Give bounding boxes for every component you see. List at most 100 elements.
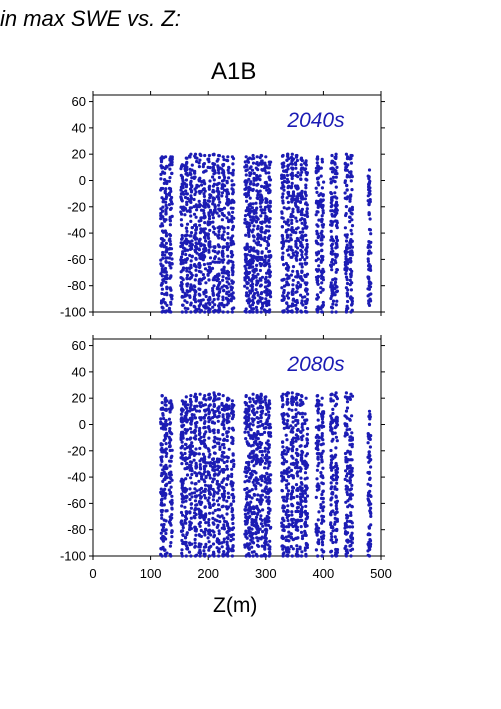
data-point [204, 528, 208, 532]
data-point [255, 394, 259, 398]
data-point [247, 515, 251, 520]
data-point [258, 178, 262, 182]
data-point [181, 266, 186, 270]
data-point [231, 516, 235, 520]
data-point [300, 438, 304, 442]
data-point [222, 305, 226, 309]
data-point [350, 281, 354, 285]
data-point [244, 181, 248, 185]
data-point [287, 525, 291, 529]
data-point [246, 423, 250, 427]
data-point [306, 427, 310, 431]
data-point [317, 485, 321, 489]
data-point [261, 508, 265, 512]
data-point [281, 417, 285, 421]
data-point [251, 215, 255, 220]
data-point [185, 293, 189, 297]
data-point [159, 164, 163, 168]
data-point [212, 245, 216, 249]
data-point [304, 466, 308, 471]
data-point [291, 265, 296, 269]
data-point [290, 503, 294, 507]
data-point [162, 245, 166, 249]
data-point [330, 496, 334, 500]
data-point [229, 285, 233, 289]
data-point [188, 253, 192, 257]
data-point [244, 310, 248, 314]
data-point [169, 485, 173, 489]
data-point [185, 276, 189, 280]
data-point [294, 303, 298, 307]
data-point [179, 451, 183, 455]
data-point [300, 459, 304, 464]
data-point [199, 189, 203, 193]
data-point [210, 266, 215, 270]
data-point [295, 290, 299, 294]
data-point [344, 213, 348, 218]
data-point [267, 433, 271, 437]
data-point [287, 157, 291, 161]
data-point [230, 297, 234, 301]
data-point [329, 167, 333, 171]
data-point [189, 466, 194, 471]
data-point [280, 225, 284, 229]
data-point [303, 471, 308, 475]
data-point [349, 239, 353, 243]
data-point [206, 157, 210, 161]
data-point [226, 544, 230, 548]
data-point [299, 530, 304, 534]
data-point [165, 277, 169, 281]
data-point [254, 208, 258, 212]
data-point [250, 168, 255, 172]
data-point [367, 287, 371, 291]
data-point [193, 516, 197, 520]
data-point [252, 507, 256, 511]
data-point [316, 155, 320, 159]
data-point [254, 401, 258, 405]
data-point [314, 186, 318, 190]
data-point [231, 426, 235, 430]
data-point [250, 460, 254, 464]
data-point [331, 411, 335, 416]
data-point [220, 236, 224, 240]
y-tick-label: 60 [72, 338, 86, 353]
y-tick-label: 60 [72, 94, 86, 109]
data-point [260, 432, 264, 436]
data-point [320, 492, 324, 497]
data-point [221, 420, 225, 424]
data-point [290, 171, 294, 175]
data-point [212, 190, 216, 194]
data-point [162, 171, 166, 175]
data-point [189, 206, 193, 210]
data-point [301, 415, 305, 419]
data-point [184, 192, 189, 196]
data-point [267, 500, 271, 504]
data-point [209, 544, 213, 548]
data-point [188, 210, 192, 214]
data-point [226, 416, 230, 420]
data-point [349, 211, 353, 215]
data-point [267, 401, 271, 405]
data-point [335, 519, 339, 523]
data-point [189, 403, 193, 407]
data-point [202, 421, 207, 425]
data-point [320, 434, 324, 438]
data-point [255, 498, 259, 502]
data-point [366, 275, 370, 279]
data-point [195, 494, 199, 498]
data-point [217, 171, 221, 175]
data-point [286, 448, 290, 452]
data-point [206, 234, 210, 238]
data-point [301, 489, 305, 493]
scatter-points [159, 391, 373, 558]
data-point [319, 166, 323, 170]
data-point [317, 218, 321, 222]
data-point [203, 249, 208, 253]
data-point [264, 246, 269, 251]
data-point [285, 497, 289, 501]
data-point [159, 492, 163, 496]
data-point [183, 521, 187, 525]
data-point [168, 219, 172, 223]
data-point [331, 302, 335, 306]
data-point [260, 411, 264, 415]
